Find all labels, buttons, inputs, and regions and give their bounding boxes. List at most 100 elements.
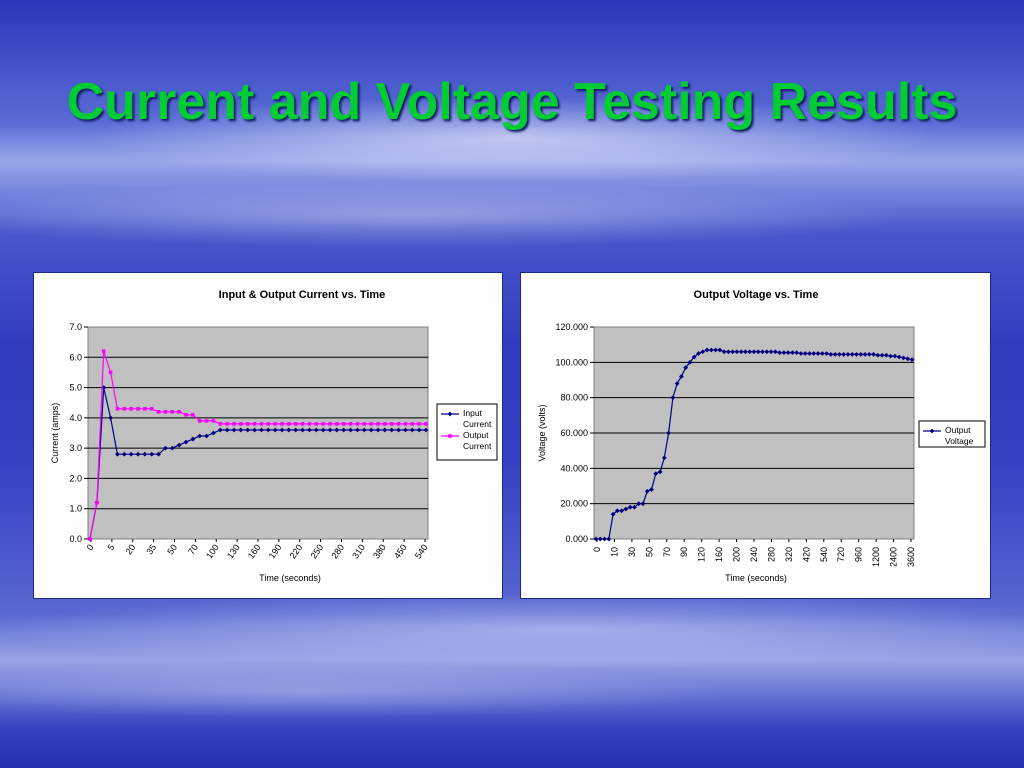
- data-point: [423, 427, 429, 433]
- current-chart-title: Input & Output Current vs. Time: [219, 289, 386, 301]
- data-point: [730, 349, 736, 355]
- legend-label-line: Current: [463, 419, 492, 429]
- data-point: [101, 349, 106, 354]
- x-tick-label: 280: [329, 542, 346, 560]
- data-point: [768, 349, 774, 355]
- legend-marker: [447, 411, 453, 417]
- x-tick-label: 2400: [889, 547, 899, 567]
- data-point: [717, 347, 723, 353]
- data-point: [781, 350, 787, 356]
- legend-label-line: Input: [463, 408, 483, 418]
- x-tick-label: 70: [662, 547, 672, 557]
- y-tick-label: 4.0: [69, 413, 82, 423]
- x-tick-label: 1200: [871, 547, 881, 567]
- data-point: [687, 359, 693, 365]
- legend-label-line: Voltage: [945, 436, 974, 446]
- data-point: [905, 356, 911, 362]
- data-point: [696, 351, 701, 356]
- data-point: [849, 351, 855, 357]
- data-point: [708, 347, 714, 353]
- data-point: [845, 351, 851, 357]
- data-point: [410, 422, 415, 426]
- data-point: [375, 427, 381, 433]
- x-tick-label: 10: [609, 547, 619, 557]
- y-tick-label: 0.000: [565, 534, 588, 544]
- data-point: [279, 427, 285, 433]
- x-tick-label: 120: [697, 547, 707, 562]
- x-tick-label: 3600: [906, 547, 916, 567]
- data-point: [95, 500, 99, 505]
- legend-box: [918, 420, 986, 448]
- x-tick-label: 160: [246, 542, 263, 560]
- x-tick-label: 35: [144, 542, 158, 556]
- data-point: [396, 422, 401, 426]
- data-point: [307, 422, 312, 426]
- data-point: [286, 427, 292, 433]
- data-point: [837, 351, 842, 357]
- data-point: [725, 349, 731, 355]
- x-tick-label: 70: [186, 542, 200, 556]
- data-point: [115, 406, 120, 411]
- data-point: [832, 351, 838, 357]
- data-point: [224, 427, 230, 433]
- data-point: [619, 508, 625, 514]
- x-tick-label: 380: [371, 542, 388, 560]
- legend-label-line: Output: [463, 430, 489, 440]
- data-point: [794, 350, 800, 356]
- data-point: [252, 427, 257, 433]
- data-point: [704, 347, 710, 353]
- data-point: [790, 350, 795, 356]
- data-point: [738, 349, 744, 355]
- data-point: [721, 349, 727, 355]
- x-tick-label: 240: [749, 547, 759, 562]
- data-point: [653, 471, 659, 477]
- current-chart-svg: Input & Output Current vs. Time Current …: [50, 289, 498, 583]
- data-point: [674, 381, 680, 386]
- data-point: [785, 350, 791, 356]
- legend-label: Output Voltage: [945, 425, 974, 446]
- voltage-chart-ylabel: Voltage (volts): [537, 404, 547, 461]
- data-point: [417, 422, 421, 426]
- voltage-chart: Output Voltage vs. Time Voltage (volts) …: [520, 272, 991, 599]
- data-point: [424, 422, 428, 426]
- y-tick-label: 2.0: [69, 473, 82, 483]
- x-tick-label: 420: [801, 547, 811, 562]
- data-point: [313, 427, 319, 433]
- data-point: [190, 436, 196, 442]
- data-point: [362, 422, 367, 426]
- data-point: [204, 419, 209, 423]
- data-point: [149, 451, 155, 457]
- data-point: [382, 427, 388, 433]
- data-point: [191, 413, 195, 417]
- data-point: [293, 427, 299, 433]
- y-tick-label: 40.000: [560, 463, 588, 473]
- data-point: [217, 427, 223, 433]
- data-point: [713, 347, 718, 353]
- data-point: [909, 357, 915, 363]
- data-point: [239, 422, 243, 426]
- x-tick-label: 130: [225, 542, 242, 560]
- data-point: [266, 422, 271, 426]
- data-point: [307, 427, 312, 433]
- data-point: [593, 536, 599, 542]
- data-point: [156, 451, 161, 457]
- legend-box: [436, 403, 498, 461]
- data-point: [802, 351, 808, 356]
- current-chart-xlabel: Time (seconds): [259, 573, 321, 583]
- data-point: [204, 433, 209, 439]
- data-point: [409, 427, 415, 433]
- data-point: [403, 427, 408, 433]
- data-point: [679, 374, 684, 379]
- voltage-chart-svg: Output Voltage vs. Time Voltage (volts) …: [537, 289, 986, 583]
- x-tick-label: 0: [85, 542, 96, 552]
- data-point: [858, 351, 864, 357]
- x-tick-label: 540: [819, 547, 829, 562]
- x-tick-label: 100: [204, 542, 221, 560]
- data-point: [231, 427, 237, 433]
- y-tick-label: 6.0: [69, 352, 82, 362]
- x-tick-label: 720: [836, 547, 846, 562]
- legend-label-line: Output: [945, 425, 971, 435]
- data-point: [602, 536, 607, 542]
- data-point: [636, 501, 642, 507]
- data-point: [121, 451, 127, 457]
